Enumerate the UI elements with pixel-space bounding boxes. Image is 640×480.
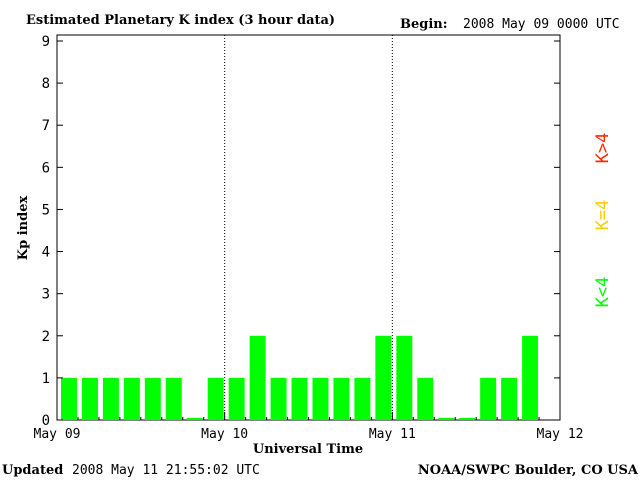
kp-bar	[144, 377, 161, 420]
kp-bar	[480, 377, 497, 420]
updated-label: Updated	[2, 463, 63, 478]
y-tick-label: 0	[42, 413, 50, 429]
day-separators	[224, 35, 393, 420]
kp-bar	[249, 335, 266, 420]
y-tick-label: 8	[42, 76, 50, 92]
updated-value: 2008 May 11 21:55:02 UTC	[72, 463, 260, 478]
x-axis: May 09 May 10 May 11 May 12	[34, 412, 584, 442]
kp-bar	[354, 377, 371, 420]
kp-bar	[61, 377, 77, 420]
x-tick-label: May 09	[34, 427, 81, 442]
kp-bar	[333, 377, 350, 420]
begin-label: Begin:	[400, 17, 448, 32]
kp-bar	[123, 377, 140, 420]
kp-bar	[81, 377, 98, 420]
begin-value: 2008 May 09 0000 UTC	[463, 17, 620, 32]
kp-bar	[438, 417, 455, 420]
y-axis: 0 1 2 3 4 5 6 7 8 9	[42, 34, 560, 429]
kp-bar	[102, 377, 119, 420]
kp-bar	[165, 377, 182, 420]
chart-title: Estimated Planetary K index (3 hour data…	[26, 13, 335, 28]
x-tick-label: May 11	[369, 427, 416, 442]
kp-bar	[186, 417, 203, 420]
kp-bar	[459, 417, 476, 420]
y-tick-label: 6	[42, 160, 50, 176]
legend-high: K>4	[593, 133, 613, 164]
y-tick-label: 4	[42, 245, 50, 261]
plot-frame	[56, 34, 561, 421]
kp-bar	[501, 377, 518, 420]
kp-bar	[312, 377, 329, 420]
y-tick-label: 7	[42, 118, 50, 134]
kp-bar	[396, 335, 413, 420]
kp-bar	[291, 377, 308, 420]
kp-bar	[270, 377, 287, 420]
kp-bar	[522, 335, 539, 420]
x-tick-label: May 12	[537, 427, 584, 442]
y-tick-label: 9	[42, 34, 50, 50]
kp-bar	[375, 335, 392, 420]
legend-equal: K=4	[593, 200, 613, 231]
x-tick-label: May 10	[201, 427, 248, 442]
y-tick-label: 3	[42, 287, 50, 303]
x-axis-label: Universal Time	[253, 442, 363, 457]
credit: NOAA/SWPC Boulder, CO USA	[418, 463, 639, 478]
y-tick-label: 5	[42, 202, 50, 218]
legend-low: K<4	[593, 277, 613, 308]
y-tick-label: 1	[42, 371, 50, 387]
y-axis-label: Kp index	[16, 196, 31, 261]
kp-bar	[207, 377, 224, 420]
y-tick-label: 2	[42, 329, 50, 345]
kp-bar	[417, 377, 434, 420]
kp-bar	[228, 377, 245, 420]
bars	[61, 335, 539, 420]
